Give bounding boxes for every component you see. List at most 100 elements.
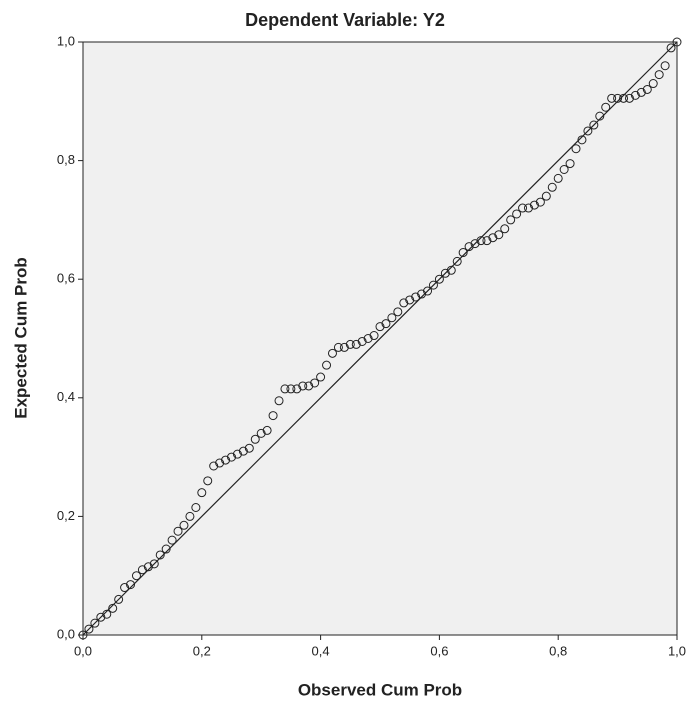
point: [529, 200, 539, 210]
point: [583, 126, 593, 136]
point: [613, 93, 623, 103]
point: [428, 280, 438, 290]
y-tick-label: 0,8: [57, 152, 75, 167]
point: [423, 286, 433, 296]
point: [108, 603, 118, 613]
point: [310, 378, 320, 388]
point: [595, 111, 605, 121]
point: [411, 292, 421, 302]
point: [387, 313, 397, 323]
point: [238, 446, 248, 456]
y-tick-label: 0,2: [57, 508, 75, 523]
x-tick-label: 1,0: [668, 643, 686, 658]
point: [316, 372, 326, 382]
point: [143, 562, 153, 572]
point: [654, 70, 664, 80]
y-tick-label: 1,0: [57, 33, 75, 48]
point: [203, 476, 213, 486]
point: [672, 37, 682, 47]
point: [256, 428, 266, 438]
point: [518, 203, 528, 213]
point: [524, 203, 533, 213]
point: [547, 182, 557, 192]
point: [90, 618, 100, 628]
point: [369, 331, 379, 341]
point: [417, 289, 427, 299]
point: [636, 87, 646, 97]
point: [630, 90, 640, 100]
y-tick-label: 0,6: [57, 271, 75, 286]
point: [506, 215, 516, 225]
point: [155, 550, 165, 560]
point: [375, 322, 385, 332]
y-axis-label: Expected Cum Prob: [11, 257, 30, 419]
point: [250, 434, 260, 444]
point: [78, 630, 88, 640]
x-tick-label: 0,8: [549, 643, 567, 658]
point: [339, 342, 349, 352]
point: [333, 342, 343, 352]
point: [381, 319, 391, 329]
point: [648, 79, 658, 89]
point: [565, 159, 575, 169]
point: [232, 449, 242, 459]
point: [120, 583, 130, 593]
x-tick-label: 0,2: [193, 643, 211, 658]
point: [149, 559, 159, 569]
y-tick-label: 0,4: [57, 389, 75, 404]
point: [221, 455, 231, 465]
point: [482, 236, 492, 246]
x-tick-label: 0,4: [312, 643, 330, 658]
point: [102, 609, 112, 619]
point: [434, 274, 444, 284]
point: [304, 381, 314, 391]
point: [96, 612, 106, 622]
point: [173, 526, 183, 536]
point: [660, 61, 670, 71]
point: [292, 384, 302, 394]
point: [357, 336, 367, 346]
point: [470, 239, 480, 249]
point: [541, 191, 551, 201]
point: [327, 348, 337, 358]
point: [464, 242, 474, 252]
x-tick-label: 0,0: [74, 643, 92, 658]
point: [345, 339, 355, 349]
chart-title: Dependent Variable: Y2: [245, 10, 445, 30]
point: [185, 511, 195, 521]
point: [351, 339, 361, 349]
point: [244, 443, 254, 453]
point: [577, 135, 587, 145]
point: [488, 233, 498, 243]
point: [137, 565, 147, 575]
point: [440, 268, 450, 278]
point: [446, 265, 456, 275]
point: [642, 84, 652, 94]
point: [298, 381, 308, 391]
point: [619, 93, 629, 103]
point: [535, 197, 545, 207]
point: [393, 307, 403, 317]
point: [500, 224, 510, 234]
point: [274, 396, 284, 406]
point: [607, 93, 617, 103]
x-tick-label: 0,6: [430, 643, 448, 658]
y-tick-label: 0,0: [57, 626, 75, 641]
point: [624, 93, 634, 103]
point: [191, 503, 201, 513]
point: [512, 209, 522, 219]
point: [322, 360, 332, 370]
point: [601, 102, 611, 112]
point: [209, 461, 219, 471]
point: [286, 384, 296, 394]
point: [161, 544, 171, 554]
point: [262, 425, 272, 435]
point: [666, 43, 676, 53]
point: [589, 120, 599, 130]
point: [215, 458, 225, 468]
point: [476, 236, 486, 246]
point: [268, 411, 278, 421]
point: [399, 298, 409, 308]
point: [452, 256, 462, 266]
